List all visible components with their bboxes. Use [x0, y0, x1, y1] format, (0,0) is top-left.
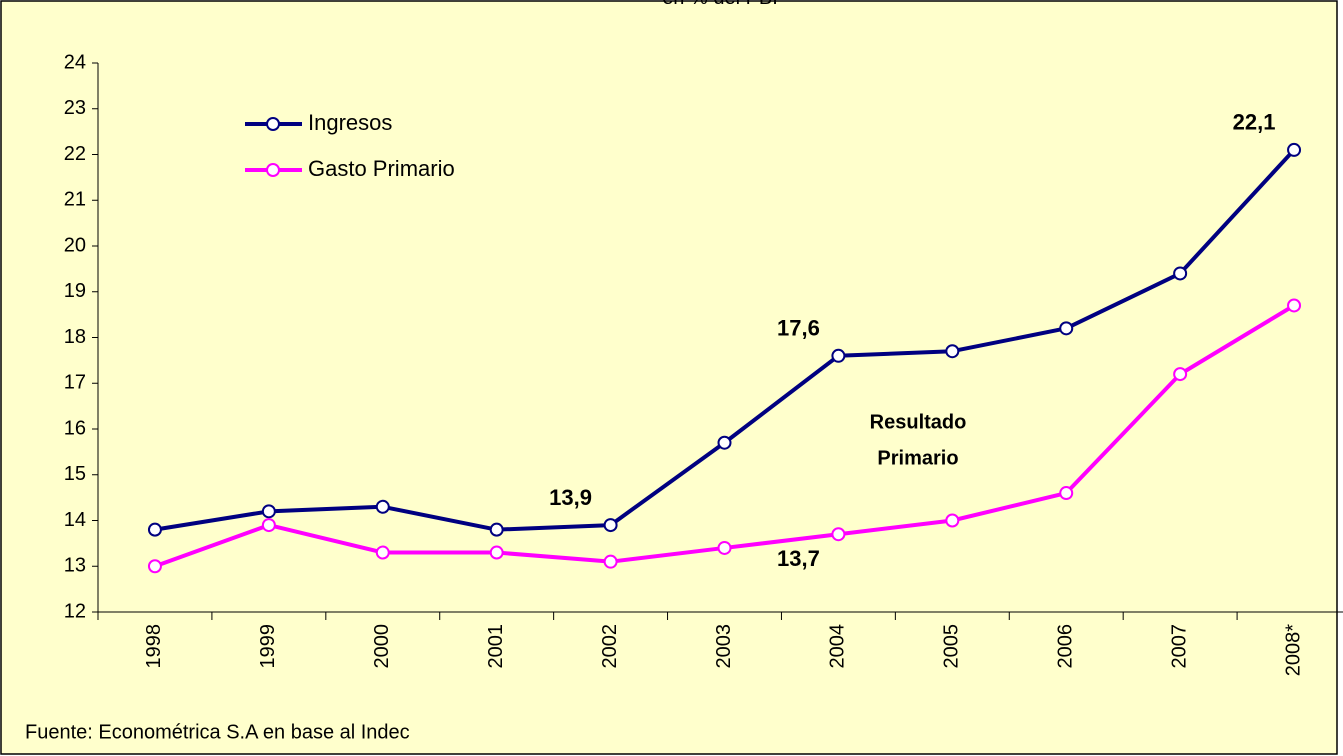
data-point [1059, 321, 1074, 336]
data-point [717, 435, 732, 450]
data-point [1173, 367, 1188, 382]
data-point [717, 540, 732, 555]
data-point [831, 527, 846, 542]
data-point [1059, 486, 1074, 501]
y-tick-label: 13 [64, 555, 86, 577]
data-point [489, 522, 504, 537]
data-label: 17,6 [777, 316, 820, 341]
annotation: Primario [877, 447, 958, 469]
data-point [1173, 266, 1188, 281]
data-point [147, 559, 162, 574]
legend-label: Gasto Primario [308, 156, 455, 181]
y-tick-label: 24 [64, 51, 86, 73]
legend-label: Ingresos [308, 110, 392, 135]
data-label: 13,9 [549, 485, 592, 510]
data-label: 22,1 [1233, 110, 1276, 135]
y-tick-label: 12 [64, 600, 86, 622]
data-point [375, 545, 390, 560]
y-tick-label: 21 [64, 189, 86, 211]
y-tick-label: 14 [64, 509, 86, 531]
source-note: Fuente: Econométrica S.A en base al Inde… [25, 721, 410, 743]
data-label: 13,7 [777, 546, 820, 571]
x-tick-label: 2006 [1055, 624, 1077, 669]
annotation: Resultado [870, 411, 967, 433]
data-point [261, 504, 276, 519]
y-tick-label: 17 [64, 372, 86, 394]
data-point [261, 518, 276, 533]
x-tick-label: 2008* [1282, 624, 1304, 676]
x-tick-label: 2004 [827, 624, 849, 669]
legend-marker [266, 163, 280, 177]
data-point [603, 554, 618, 569]
data-point [603, 518, 618, 533]
x-tick-label: 2005 [941, 624, 963, 669]
x-tick-label: 2003 [713, 624, 735, 669]
y-tick-label: 22 [64, 143, 86, 165]
data-point [945, 513, 960, 528]
x-tick-label: 1998 [143, 624, 165, 669]
data-point [489, 545, 504, 560]
y-tick-label: 15 [64, 463, 86, 485]
data-point [1287, 142, 1302, 157]
chart-subtitle: en % del PBI [662, 0, 778, 9]
x-tick-label: 2000 [371, 624, 393, 669]
x-tick-label: 2007 [1168, 624, 1190, 669]
data-point [945, 344, 960, 359]
x-tick-label: 2001 [485, 624, 507, 669]
x-tick-label: 1999 [257, 624, 279, 669]
x-tick-label: 2002 [599, 624, 621, 669]
y-tick-label: 23 [64, 97, 86, 119]
y-tick-label: 18 [64, 326, 86, 348]
y-tick-label: 20 [64, 234, 86, 256]
legend-marker [266, 117, 280, 131]
data-point [1287, 298, 1302, 313]
data-point [831, 348, 846, 363]
y-tick-label: 16 [64, 417, 86, 439]
y-tick-label: 19 [64, 280, 86, 302]
data-point [375, 499, 390, 514]
data-point [147, 522, 162, 537]
